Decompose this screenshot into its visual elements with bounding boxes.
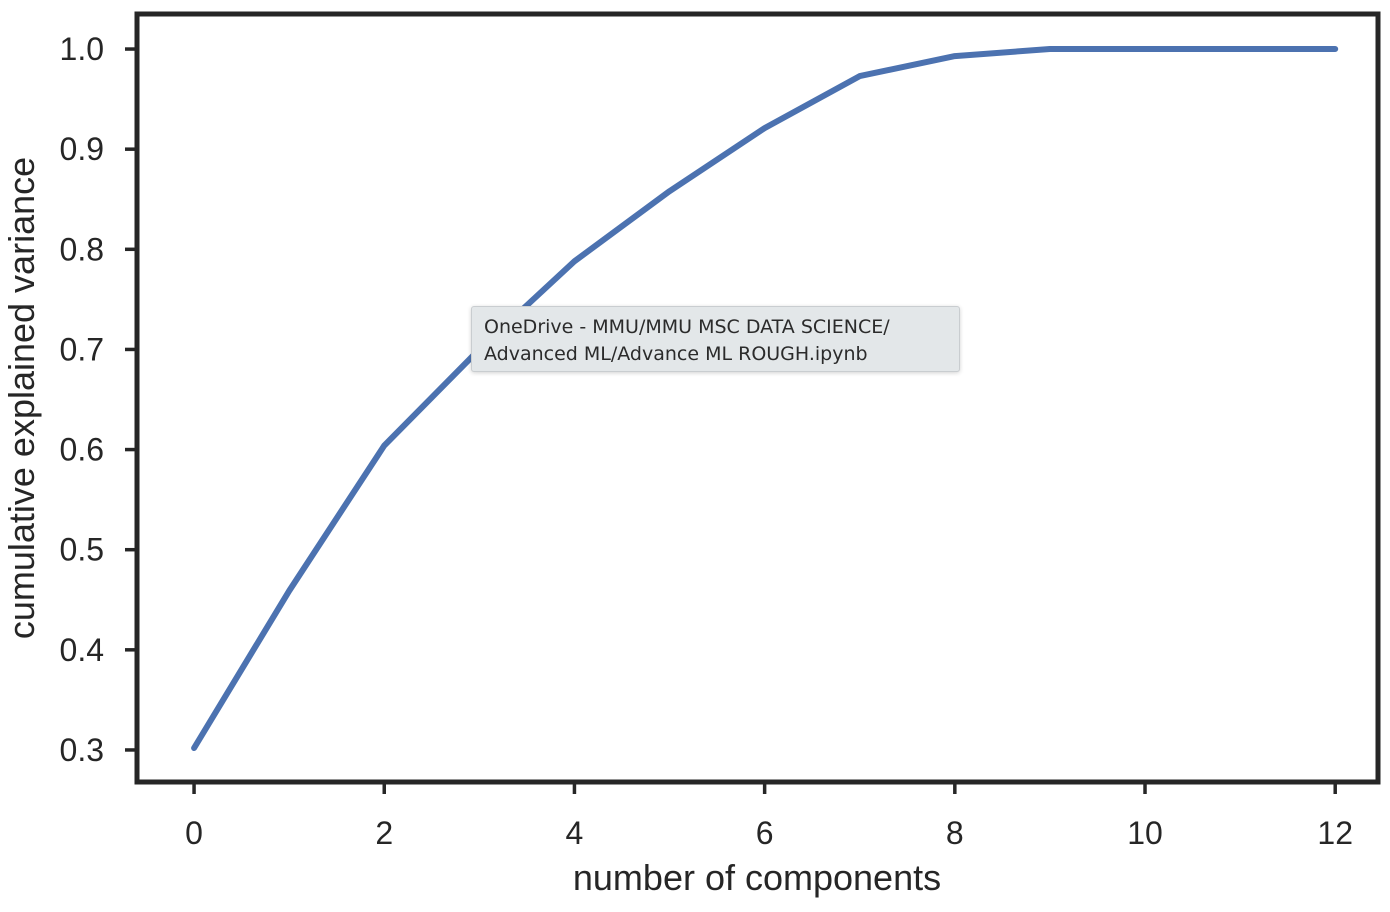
series-line: [191, 46, 1339, 751]
axis-ticks: [125, 47, 1337, 794]
file-path-tooltip: OneDrive - MMU/MMU MSC DATA SCIENCE/ Adv…: [471, 306, 960, 372]
y-tick-label: 0.5: [60, 532, 104, 568]
x-tick-label: 6: [756, 815, 774, 851]
y-tick-label: 1.0: [60, 31, 104, 67]
x-tick-label: 8: [946, 815, 964, 851]
x-axis-label: number of components: [573, 857, 941, 898]
y-tick-label: 0.6: [60, 432, 104, 468]
plot-frame: [134, 11, 1381, 785]
y-axis-label: cumulative explained variance: [1, 157, 42, 639]
x-tick-label: 2: [375, 815, 393, 851]
tooltip-line-1: OneDrive - MMU/MMU MSC DATA SCIENCE/: [484, 316, 890, 338]
y-tick-label: 0.3: [60, 732, 104, 768]
y-tick-label: 0.7: [60, 331, 104, 367]
x-tick-label: 4: [566, 815, 584, 851]
x-tick-label: 0: [185, 815, 203, 851]
x-tick-label: 12: [1317, 815, 1353, 851]
y-tick-label: 0.4: [60, 632, 104, 668]
x-tick-label: 10: [1127, 815, 1163, 851]
y-tick-label: 0.9: [60, 131, 104, 167]
y-tick-label: 0.8: [60, 231, 104, 267]
tooltip-line-2: Advanced ML/Advance ML ROUGH.ipynb: [484, 343, 868, 365]
series-layer: [191, 46, 1339, 751]
tick-labels: 0 2 4 6 8 10 12 0.3 0.4 0.5 0.6 0.7 0.8 0.9 1.0: [60, 31, 1353, 851]
